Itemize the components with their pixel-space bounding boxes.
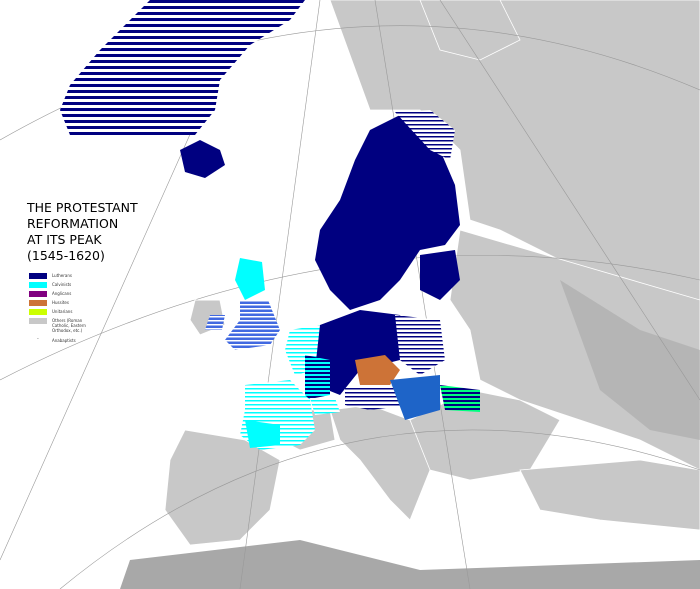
region-iceland — [180, 140, 225, 178]
region-scandinavia — [315, 115, 460, 310]
legend-swatch — [29, 309, 47, 315]
region-switzerland — [310, 398, 340, 415]
legend-label: Anabaptists — [52, 338, 76, 343]
region-greenland — [60, 0, 305, 135]
legend-label: Lutherans — [52, 273, 72, 278]
legend-label: Calvinists — [52, 282, 72, 287]
region-baltics — [420, 250, 460, 300]
region-transylvania — [440, 385, 480, 412]
map-title: THE PROTESTANT REFORMATION AT ITS PEAK (… — [27, 200, 138, 264]
legend-swatch — [29, 291, 47, 297]
region-hungary — [390, 375, 440, 420]
region-bohemia — [355, 355, 400, 385]
title-line: THE PROTESTANT — [27, 200, 138, 215]
title-line: AT ITS PEAK — [27, 232, 102, 247]
region-finland-north — [395, 110, 455, 160]
region-poland — [395, 315, 445, 375]
legend-item-anabaptists: · Anabaptists — [29, 336, 90, 347]
region-germany — [310, 310, 420, 395]
region-ireland-pale — [205, 315, 225, 330]
legend-label: Unitarians — [52, 309, 73, 314]
legend-swatch — [29, 300, 47, 306]
legend-item-hussites: Hussites — [29, 300, 90, 309]
region-scotland — [235, 258, 265, 300]
legend-swatch — [29, 273, 47, 279]
title-line: REFORMATION — [27, 216, 119, 231]
legend-label: Hussites — [52, 300, 69, 305]
title-line: (1545-1620) — [27, 248, 105, 263]
region-rhineland — [305, 355, 330, 400]
legend-item-calvinists: Calvinists — [29, 282, 90, 291]
legend-swatch — [29, 282, 47, 288]
region-austria — [345, 385, 410, 410]
legend-label: Anglicans — [52, 291, 72, 296]
region-england — [225, 300, 280, 350]
legend-item-unitarians: Unitarians — [29, 309, 90, 318]
legend-item-lutherans: Lutherans — [29, 273, 90, 282]
legend-item-others: Others (Roman Catholic, Eastern Orthodox… — [29, 318, 90, 338]
land-outside — [120, 280, 700, 589]
anabaptist-dot-icon: · — [37, 336, 39, 343]
map-legend: Lutherans Calvinists Anglicans Hussites … — [29, 273, 90, 347]
legend-label: Others (Roman Catholic, Eastern Orthodox… — [52, 318, 86, 333]
legend-item-anglicans: Anglicans — [29, 291, 90, 300]
region-france-south — [245, 420, 280, 448]
legend-swatch — [29, 318, 47, 324]
